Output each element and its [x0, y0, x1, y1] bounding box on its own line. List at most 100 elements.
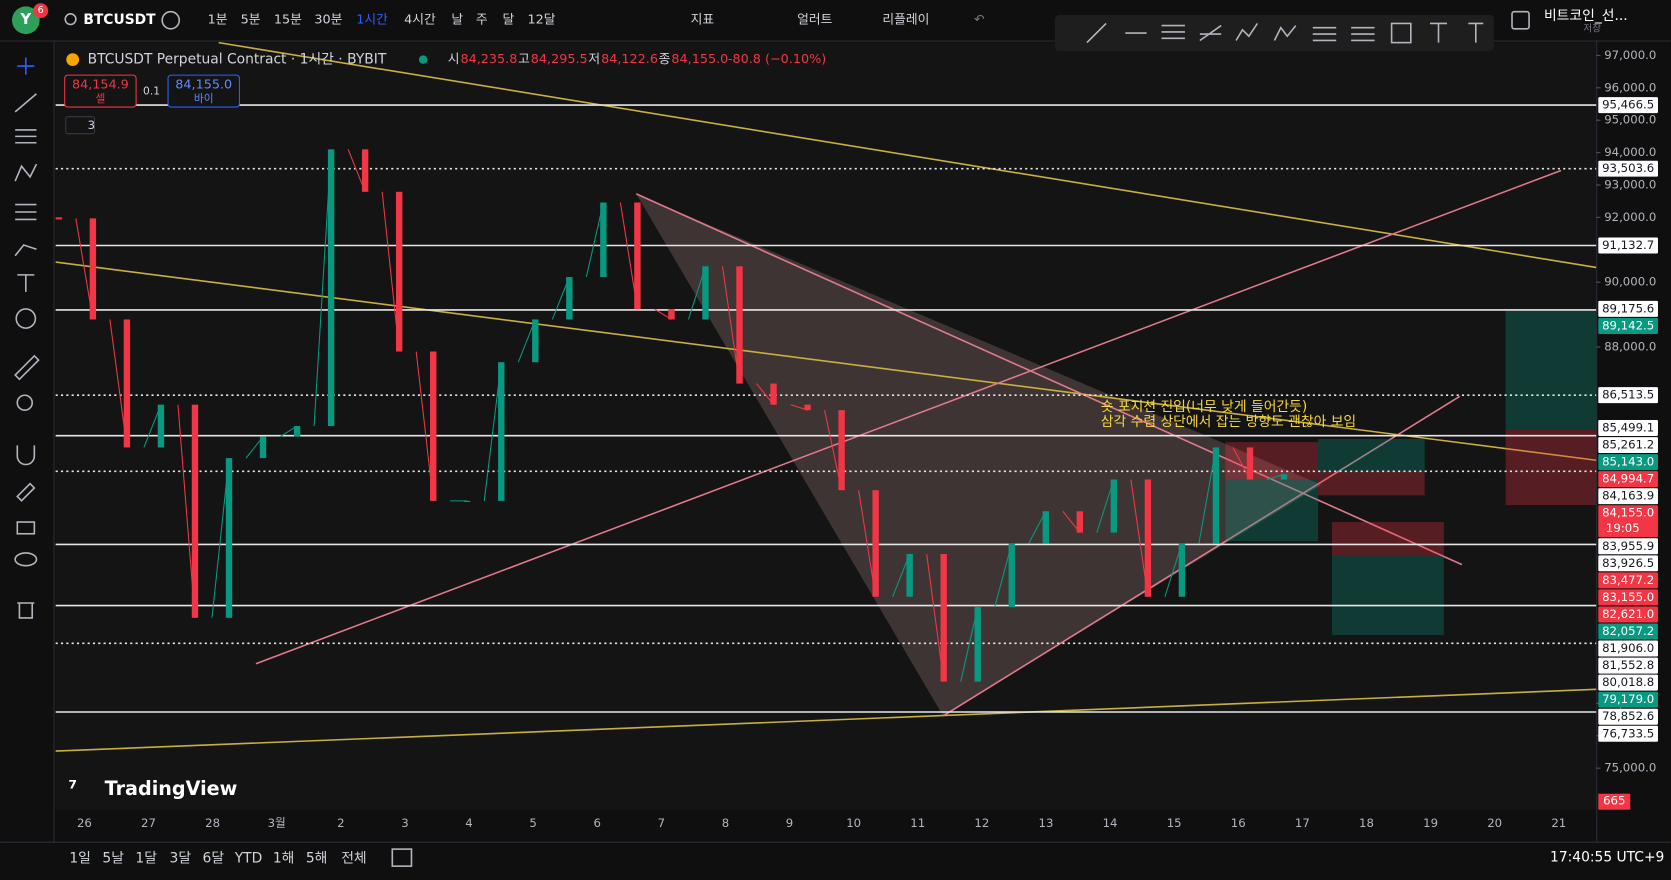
interval-button[interactable]: 달 [503, 13, 515, 28]
price-tag-label: 85,499.1 [1602, 421, 1654, 435]
price-tag-label: 82,057.2 [1602, 624, 1654, 638]
candle-body [225, 458, 233, 618]
annotation-line: 삼각 수렴 상단에서 잡는 방향도 괜찮아 보임 [1101, 414, 1356, 430]
x-tick-label: 28 [205, 816, 220, 830]
alerts[interactable]: 얼러트 [797, 13, 832, 28]
candle-body [1042, 511, 1049, 544]
candle-body [872, 490, 879, 597]
y-tick-label: 97,000.0 [1604, 48, 1656, 62]
sell-button[interactable] [64, 74, 137, 108]
price-tag [1598, 317, 1658, 334]
price-tag-label: 83,955.9 [1602, 539, 1654, 553]
range-button[interactable]: 6달 [203, 851, 225, 867]
y-tick-label: 88,000.0 [1604, 339, 1656, 353]
undo[interactable]: ↶ [974, 13, 985, 28]
replay[interactable]: 리플레이 [882, 13, 929, 28]
candle-body [804, 404, 811, 411]
candle-body [89, 218, 97, 320]
symbol[interactable]: BTCUSDT [83, 12, 156, 28]
interval-button[interactable]: 5분 [241, 13, 261, 28]
x-tick-label: 16 [1231, 816, 1246, 830]
x-tick-label: 20 [1487, 816, 1502, 830]
price-tag-label: 89,175.6 [1602, 301, 1654, 315]
add-symbol[interactable] [161, 10, 181, 30]
save-status: 저장 [1583, 23, 1601, 34]
price-tag-label: 93,503.6 [1602, 161, 1654, 175]
buy-price: 84,155.0 [175, 78, 232, 93]
range-button[interactable]: 5해 [306, 851, 328, 867]
price-tag-label: 81,906.0 [1602, 641, 1654, 655]
annotation-line: 숏 포지션 진입(너무 낮게 들어간듯) [1101, 399, 1307, 415]
order-qty[interactable]: 0.1 [143, 85, 160, 98]
candle-body [770, 383, 777, 405]
x-tick-label: 27 [141, 816, 156, 830]
x-tick-label: 11 [910, 816, 925, 830]
price-tag-label: 76,733.5 [1602, 726, 1654, 740]
ohlc-label: 고 [518, 52, 530, 67]
range-button[interactable]: YTD [234, 851, 263, 867]
range-button[interactable]: 3달 [170, 851, 192, 867]
price-tag [1598, 708, 1658, 725]
buy-label: 바이 [194, 92, 214, 105]
range-button[interactable]: 5날 [102, 851, 124, 867]
price-tag [1598, 387, 1658, 404]
price-tag [1598, 437, 1658, 454]
price-tag [1598, 657, 1658, 674]
interval-button[interactable]: 4시간 [404, 13, 436, 28]
date-range-icon[interactable] [391, 848, 413, 867]
x-tick-label: 7 [658, 816, 665, 830]
candle-body [293, 426, 301, 437]
buy-button[interactable] [167, 74, 240, 108]
collapse-button[interactable] [65, 116, 96, 135]
search-icon[interactable] [64, 13, 77, 26]
ohlc-value: 84,122.6 [601, 52, 658, 67]
candle-body [702, 266, 709, 320]
y-tick-label: 94,000.0 [1604, 145, 1656, 159]
candle-body [940, 554, 947, 682]
candle-body [1076, 511, 1084, 533]
avatar[interactable] [11, 6, 40, 35]
candles [55, 149, 1288, 682]
price-tag-label: 95,466.5 [1602, 98, 1654, 112]
x-tick-label: 4 [465, 816, 472, 830]
price-tag-label: 91,132.7 [1602, 238, 1654, 252]
price-tag-label: 79,179.0 [1602, 692, 1654, 706]
price-tag [1598, 640, 1658, 657]
candle-body [532, 319, 539, 363]
candle-body [600, 202, 607, 278]
interval-button[interactable]: 날 [451, 13, 463, 28]
price-tag [1598, 454, 1658, 471]
range-bar: 1일 5날 1달 3달 6달 YTD 1해 5해 전체 [69, 851, 366, 867]
sell-label: 셀 [95, 92, 105, 105]
x-tick-label: 8 [722, 816, 729, 830]
range-button[interactable]: 1일 [69, 851, 91, 867]
x-tick-label: 26 [77, 816, 92, 830]
price-tag [1598, 725, 1658, 742]
interval-button[interactable]: 1시간 [356, 13, 388, 28]
range-button[interactable]: 전체 [341, 851, 366, 867]
range-button[interactable]: 1해 [273, 851, 295, 867]
pink-trendlines [255, 169, 1562, 717]
price-tag-label: 83,477.2 [1602, 573, 1654, 587]
price-tag-label: 78,852.6 [1602, 709, 1654, 723]
layout-name[interactable]: 비트코인_선... [1544, 8, 1628, 24]
x-tick-label: 17 [1295, 816, 1310, 830]
price-tag [1598, 606, 1658, 623]
interval-button[interactable]: 주 [476, 13, 488, 28]
price-tag [1598, 97, 1658, 114]
volume-tag [1598, 793, 1631, 810]
price-tag-label: 83,155.0 [1602, 590, 1654, 604]
y-tick-label: 75,000.0 [1604, 761, 1656, 775]
indicators[interactable]: 지표 [691, 13, 715, 28]
interval-button[interactable]: 30분 [314, 13, 342, 28]
interval-button[interactable]: 1분 [208, 13, 228, 28]
layout-icon[interactable] [1511, 10, 1530, 30]
interval-button[interactable]: 15분 [274, 13, 302, 28]
interval-button[interactable]: 12달 [527, 13, 555, 28]
range-button[interactable]: 1달 [135, 851, 157, 867]
candle-body [668, 309, 675, 320]
candle-body [395, 191, 403, 352]
candle-body [1110, 479, 1118, 533]
price-tag-label: 85,143.0 [1602, 455, 1654, 469]
